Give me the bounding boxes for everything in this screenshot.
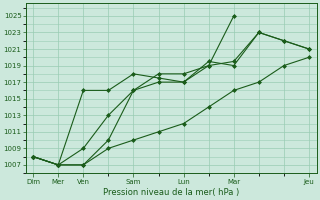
X-axis label: Pression niveau de la mer( hPa ): Pression niveau de la mer( hPa )	[103, 188, 239, 197]
